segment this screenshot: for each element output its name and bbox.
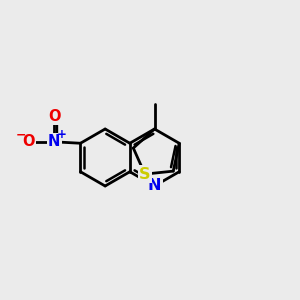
Text: N: N <box>148 178 161 194</box>
Text: −: − <box>16 128 27 141</box>
Text: O: O <box>48 109 61 124</box>
Text: S: S <box>139 167 151 182</box>
Text: O: O <box>22 134 35 149</box>
Text: +: + <box>57 128 67 141</box>
Text: N: N <box>48 134 60 149</box>
